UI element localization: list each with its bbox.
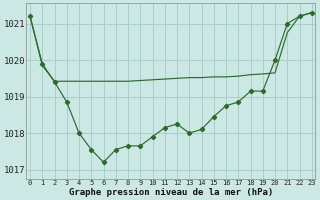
X-axis label: Graphe pression niveau de la mer (hPa): Graphe pression niveau de la mer (hPa) [69,188,273,197]
